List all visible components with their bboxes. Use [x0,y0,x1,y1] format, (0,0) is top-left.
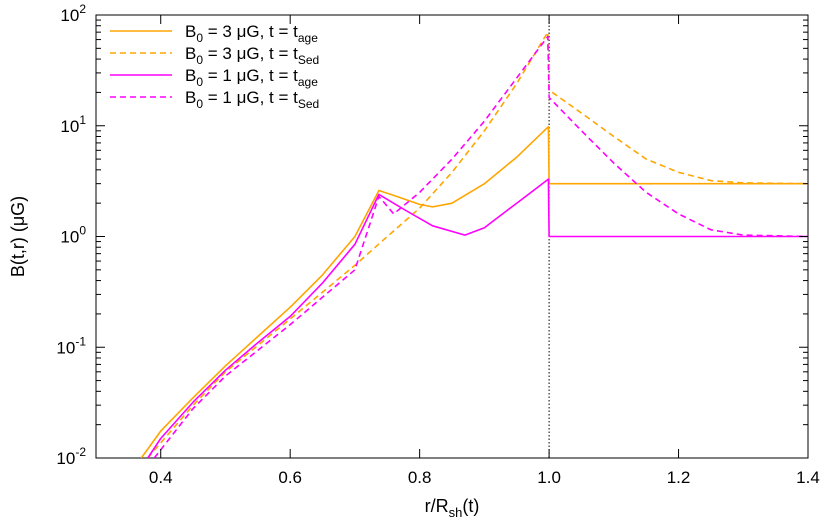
series-line-3 [147,178,808,458]
x-tick-label: 1.0 [537,468,561,487]
x-tick-label: 0.8 [408,468,432,487]
x-axis-title: r/Rsh(t) [425,496,480,520]
x-tick-label: 1.2 [667,468,691,487]
y-tick-label: 10-2 [56,445,86,468]
y-tick-label: 102 [60,2,86,25]
legend-label-4: B0 = 1 μG, t = tSed [185,88,319,111]
series-line-4 [153,35,808,458]
y-tick-label: 10-1 [56,334,86,357]
series-layer [140,31,808,458]
y-axis: 10-2 10-1 100 101 102 [56,2,808,468]
legend-label-3: B0 = 1 μG, t = tage [185,66,318,89]
series-line-1 [140,125,808,458]
x-axis: 0.4 0.6 0.8 1.0 1.2 1.4 [149,15,820,487]
y-tick-label: 100 [60,224,86,247]
x-tick-label: 0.4 [149,468,173,487]
y-tick-label: 101 [60,113,86,136]
legend-label-1: B0 = 3 μG, t = tage [185,22,318,45]
y-axis-title: B(t,r) (μG) [8,196,28,277]
legend-label-2: B0 = 3 μG, t = tSed [185,44,319,67]
series-line-2 [147,31,808,458]
x-tick-label: 1.4 [796,468,820,487]
x-tick-label: 0.6 [278,468,302,487]
